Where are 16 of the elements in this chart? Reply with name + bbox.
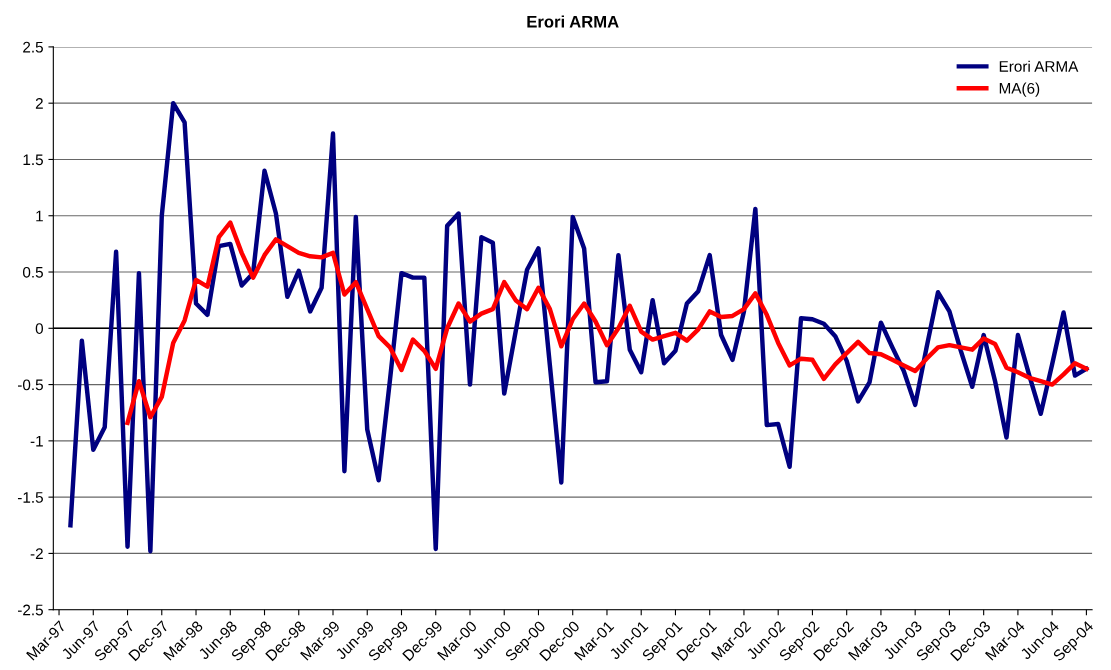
legend-label: Erori ARMA [999,60,1079,72]
y-tick-label: -1.5 [17,492,43,503]
y-tick-label: -2 [30,548,43,559]
y-tick-label: 2 [35,98,43,109]
line-series [125,220,1089,426]
y-tick-label: -0.5 [17,379,43,391]
legend-label: MA(6) [999,82,1040,97]
y-tick-label: 0 [35,323,44,334]
chart-title: Erori ARMA [527,15,619,28]
y-tick-label: 1 [36,210,43,222]
y-tick-label: -2.5 [17,604,43,616]
y-tick-label: 0.5 [22,266,43,278]
y-tick-label: 2.5 [23,41,43,53]
line-series [68,100,1089,554]
y-tick-label: -1 [30,435,43,447]
y-tick-label: 1.5 [23,154,43,166]
